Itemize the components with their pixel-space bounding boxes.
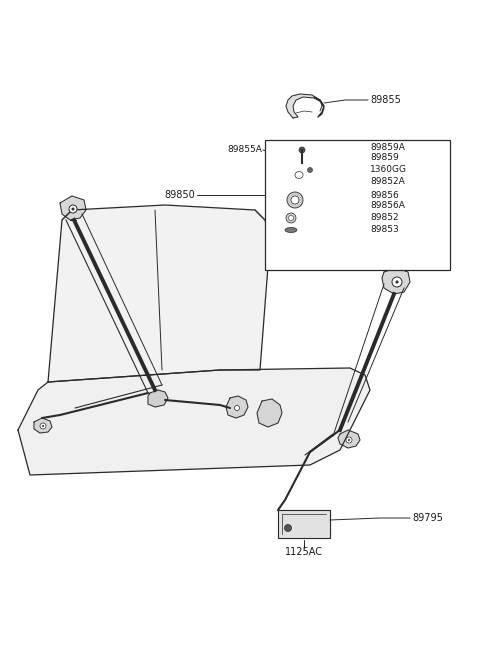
- Polygon shape: [278, 510, 330, 538]
- Circle shape: [69, 205, 77, 213]
- Circle shape: [348, 439, 350, 441]
- Polygon shape: [288, 165, 308, 185]
- Polygon shape: [148, 390, 168, 407]
- Polygon shape: [18, 368, 370, 475]
- Text: 89855A: 89855A: [227, 145, 262, 155]
- Polygon shape: [34, 418, 52, 433]
- Polygon shape: [338, 430, 360, 448]
- Text: 89859: 89859: [370, 153, 399, 162]
- Circle shape: [308, 168, 312, 172]
- Bar: [265, 140, 450, 270]
- Text: 89853: 89853: [370, 225, 399, 234]
- Text: 89855: 89855: [370, 95, 401, 105]
- Circle shape: [40, 423, 46, 429]
- Circle shape: [299, 147, 305, 153]
- Polygon shape: [60, 196, 86, 220]
- Text: 89859A: 89859A: [370, 143, 405, 153]
- Circle shape: [42, 425, 44, 427]
- Text: 89856A: 89856A: [370, 202, 405, 210]
- Circle shape: [346, 437, 352, 443]
- Text: 1360GG: 1360GG: [370, 166, 407, 174]
- Polygon shape: [382, 268, 410, 294]
- Circle shape: [285, 525, 291, 531]
- Circle shape: [235, 405, 240, 411]
- Text: 89856: 89856: [370, 191, 399, 200]
- Text: 89795: 89795: [412, 513, 443, 523]
- Circle shape: [291, 196, 299, 204]
- Polygon shape: [226, 396, 248, 418]
- Text: 89850: 89850: [164, 190, 195, 200]
- Circle shape: [396, 280, 398, 284]
- Text: 89852A: 89852A: [370, 178, 405, 187]
- Circle shape: [286, 213, 296, 223]
- Text: 1125AC: 1125AC: [285, 547, 323, 557]
- Polygon shape: [257, 399, 282, 427]
- Circle shape: [288, 215, 293, 221]
- Circle shape: [392, 277, 402, 287]
- Circle shape: [72, 208, 74, 210]
- Polygon shape: [286, 94, 324, 118]
- Text: 89852: 89852: [370, 214, 398, 223]
- Polygon shape: [48, 205, 270, 382]
- Ellipse shape: [285, 227, 297, 233]
- Circle shape: [287, 192, 303, 208]
